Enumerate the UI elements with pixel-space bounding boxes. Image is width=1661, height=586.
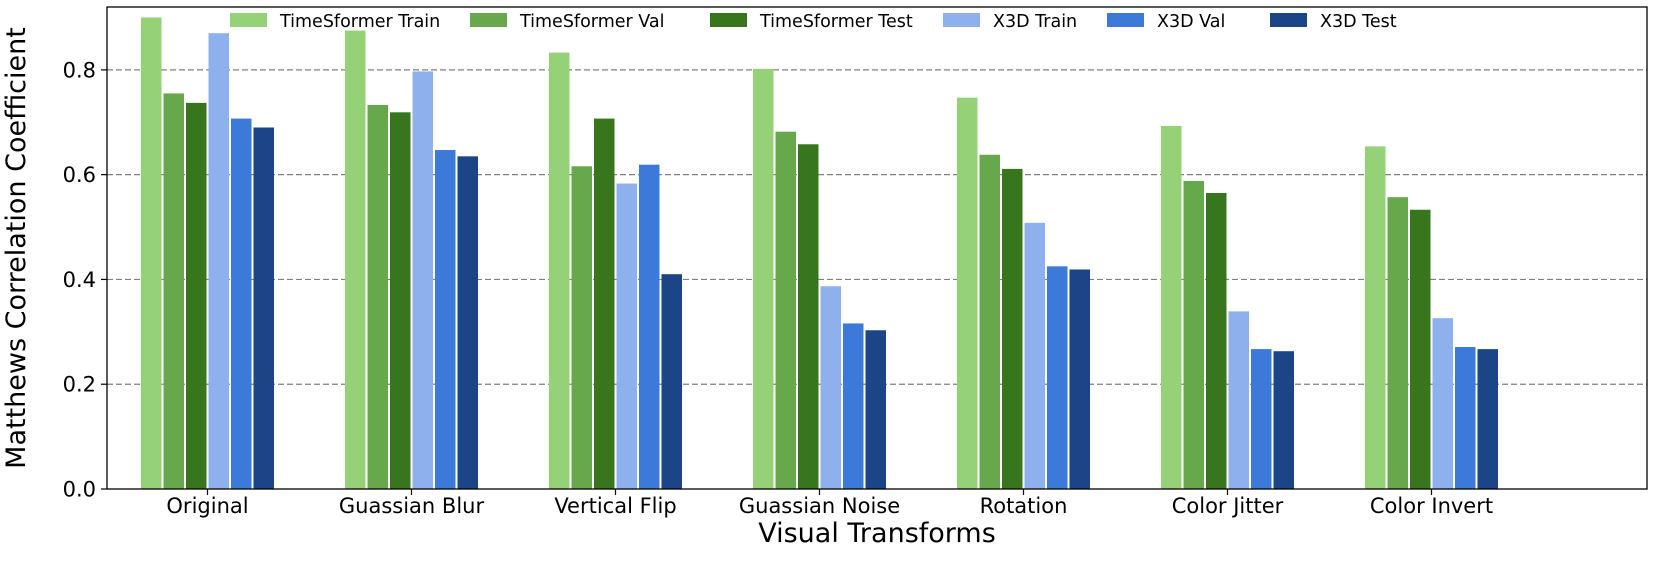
legend-swatch (1270, 13, 1307, 27)
legend-swatch (1107, 13, 1144, 27)
bar-timesformer-val-color-invert (1387, 197, 1408, 490)
x-tick-label: Guassian Noise (739, 494, 900, 518)
bar-x3d-val-rotation (1047, 266, 1068, 489)
legend-label: TimeSformer Test (759, 12, 913, 32)
legend-label: X3D Val (1157, 12, 1225, 32)
y-tick-label: 0.4 (63, 268, 96, 292)
x-axis-label: Visual Transforms (758, 518, 996, 549)
legend-label: TimeSformer Val (519, 12, 664, 32)
bar-x3d-train-color-jitter (1228, 311, 1249, 489)
bar-timesformer-train-guassian-blur (345, 30, 366, 490)
bar-x3d-test-original (253, 127, 274, 489)
x-tick-label: Rotation (980, 494, 1068, 518)
x-tick-label: Guassian Blur (339, 494, 485, 518)
bar-x3d-test-vertical-flip (661, 274, 682, 489)
y-axis: 0.0 0.2 0.4 0.6 0.8 (63, 58, 107, 502)
bar-timesformer-test-guassian-blur (390, 112, 411, 489)
x-tick-label: Vertical Flip (554, 494, 676, 518)
legend-swatch (230, 13, 267, 27)
bar-timesformer-test-guassian-noise (798, 144, 819, 490)
x-tick-label: Color Invert (1370, 494, 1493, 518)
bar-timesformer-val-original (163, 93, 184, 490)
bars (141, 17, 1498, 490)
bar-timesformer-test-color-invert (1410, 209, 1431, 490)
y-axis-label: Matthews Correlation Coefficient (1, 27, 32, 469)
legend: TimeSformer Train TimeSformer Val TimeSfor… (230, 12, 1397, 32)
bar-timesformer-train-guassian-noise (753, 68, 774, 489)
bar-timesformer-test-rotation (1002, 168, 1023, 489)
bar-timesformer-test-original (186, 102, 207, 489)
bar-timesformer-train-color-jitter (1161, 125, 1182, 490)
bar-x3d-test-guassian-noise (865, 330, 886, 489)
y-tick-label: 0.0 (63, 478, 96, 502)
y-tick-label: 0.8 (63, 58, 96, 82)
bar-x3d-val-color-invert (1455, 347, 1476, 489)
legend-label: X3D Train (993, 12, 1077, 32)
bar-timesformer-val-guassian-blur (367, 104, 388, 489)
bar-x3d-val-guassian-blur (435, 150, 456, 489)
bar-x3d-test-guassian-blur (457, 156, 478, 489)
bar-timesformer-test-vertical-flip (594, 118, 615, 489)
bar-timesformer-test-color-jitter (1206, 192, 1227, 489)
bar-x3d-train-rotation (1024, 222, 1045, 489)
legend-swatch (710, 13, 747, 27)
bar-timesformer-train-color-invert (1365, 146, 1386, 489)
bar-x3d-test-rotation (1069, 269, 1090, 489)
bar-x3d-test-color-jitter (1273, 351, 1294, 489)
bar-x3d-val-original (231, 118, 252, 489)
x-tick-label: Color Jitter (1172, 494, 1284, 518)
bar-x3d-train-guassian-blur (412, 71, 433, 489)
bar-timesformer-train-original (141, 17, 162, 489)
bar-x3d-val-color-jitter (1251, 349, 1272, 489)
bar-x3d-val-vertical-flip (639, 164, 660, 490)
bar-x3d-train-guassian-noise (820, 286, 841, 489)
bar-timesformer-val-rotation (979, 154, 1000, 490)
bar-x3d-train-original (208, 33, 229, 490)
bar-timesformer-train-rotation (957, 97, 978, 489)
bar-timesformer-val-vertical-flip (571, 166, 592, 489)
x-axis: Original Guassian Blur Vertical Flip Guassi… (166, 489, 1493, 518)
y-tick-label: 0.6 (63, 163, 96, 187)
bar-timesformer-train-vertical-flip (549, 52, 570, 489)
bar-x3d-train-color-invert (1432, 318, 1453, 489)
legend-swatch (470, 13, 507, 27)
y-tick-label: 0.2 (63, 373, 96, 397)
legend-label: TimeSformer Train (279, 12, 440, 32)
x-tick-label: Original (166, 494, 248, 518)
legend-label: X3D Test (1320, 12, 1397, 32)
plot-frame (106, 6, 1648, 490)
legend-swatch (943, 13, 980, 27)
bar-x3d-test-color-invert (1477, 349, 1498, 489)
bar-x3d-val-guassian-noise (843, 323, 864, 489)
bar-timesformer-val-guassian-noise (775, 131, 796, 490)
bar-timesformer-val-color-jitter (1183, 180, 1204, 489)
bar-x3d-train-vertical-flip (616, 183, 637, 489)
